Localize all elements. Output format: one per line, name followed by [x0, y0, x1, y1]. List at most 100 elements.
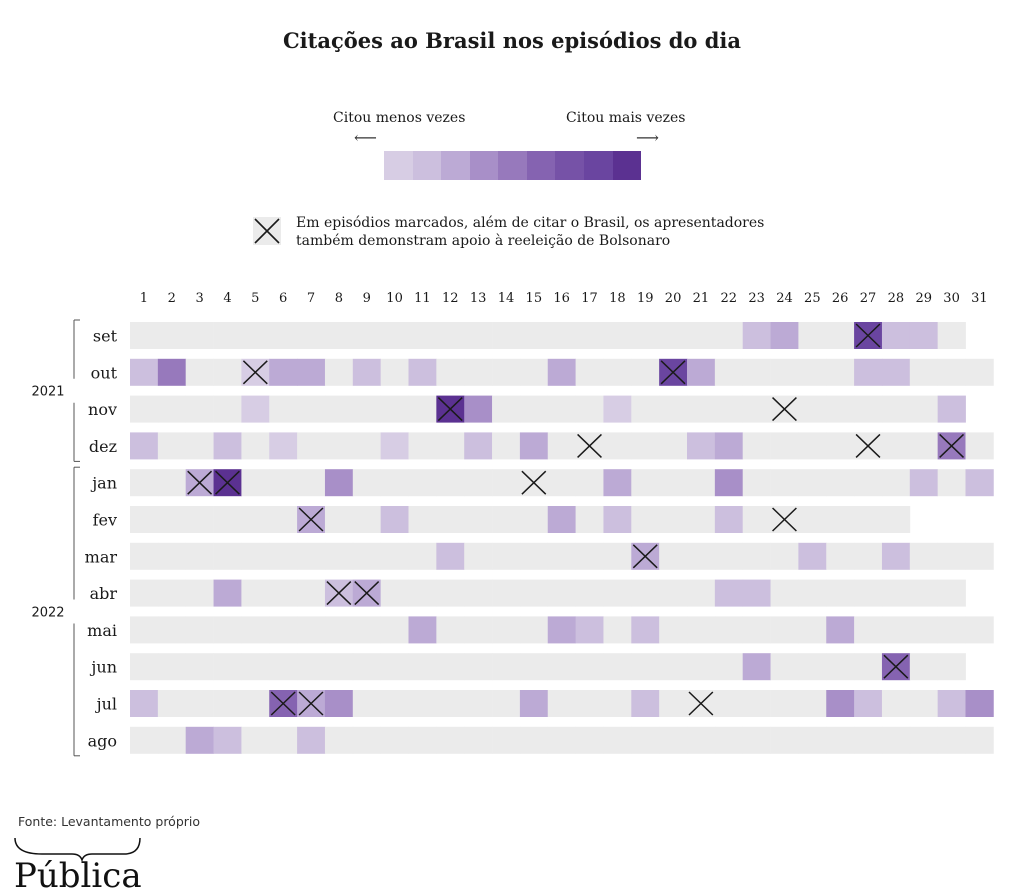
support-marker-icon: [660, 360, 686, 385]
heatmap-cell: [297, 726, 326, 754]
support-marker-icon: [939, 433, 965, 458]
heatmap-cell: [659, 542, 688, 570]
heatmap-cell: [631, 653, 660, 681]
heatmap-cell: [937, 469, 966, 497]
heatmap-cell: [157, 358, 187, 386]
heatmap-cell: [826, 690, 855, 717]
heatmap-cell: [631, 395, 660, 423]
heatmap-cell: [324, 726, 354, 754]
day-label: 30: [943, 291, 960, 306]
heatmap-cell: [380, 726, 409, 754]
support-marker-icon: [521, 470, 547, 495]
heatmap-cell: [881, 506, 911, 533]
heatmap-cell: [324, 469, 354, 497]
heatmap-cell: [603, 469, 632, 497]
heatmap-cell: [937, 653, 966, 681]
heatmap-cell: [575, 542, 604, 570]
legend-color-scale: [384, 151, 642, 180]
heatmap-cell: [157, 579, 187, 607]
heatmap-cell: [575, 616, 604, 644]
legend-swatch: [583, 151, 613, 180]
heatmap-cell: [519, 506, 549, 533]
heatmap-cell: [714, 579, 744, 607]
heatmap-cell: [937, 542, 966, 570]
heatmap-cell: [269, 358, 298, 386]
heatmap-cell: [519, 322, 549, 349]
heatmap-cell: [380, 322, 409, 349]
day-label: 18: [609, 291, 626, 306]
month-label: jun: [89, 658, 117, 677]
heatmap-cell: [408, 322, 437, 349]
heatmap-cell: [408, 653, 437, 681]
publica-logo: Pública: [14, 856, 142, 896]
heatmap-cell: [380, 506, 409, 533]
marker-note-line2: também demonstram apoio à reeleição de B…: [296, 233, 671, 249]
heatmap-cell: [157, 726, 187, 754]
heatmap-cell: [547, 322, 576, 349]
marker-sample-icon: [253, 217, 281, 245]
heatmap-cell: [881, 395, 911, 423]
source-note: Fonte: Levantamento próprio: [18, 814, 201, 829]
heatmap-cell: [909, 432, 939, 460]
heatmap-cell: [547, 653, 576, 681]
heatmap-cell: [297, 653, 326, 681]
heatmap-cell: [742, 432, 771, 460]
heatmap-cell: [826, 726, 855, 754]
chart-title: Citações ao Brasil nos episódios do dia: [282, 28, 742, 53]
year-label: 2022: [31, 606, 64, 621]
heatmap-cell: [185, 653, 214, 681]
heatmap-cell: [130, 726, 159, 754]
heatmap-cell: [547, 726, 576, 754]
heatmap-cell: [687, 432, 716, 460]
heatmap-cell: [742, 469, 771, 497]
heatmap-cell: [492, 726, 521, 754]
heatmap-cell: [436, 653, 465, 681]
heatmap-cell: [464, 726, 493, 754]
heatmap-cell: [965, 690, 994, 717]
heatmap-cell: [185, 726, 214, 754]
heatmap-cell: [492, 579, 521, 607]
heatmap-cell: [547, 395, 576, 423]
heatmap-cell: [965, 542, 994, 570]
heatmap-cell: [659, 469, 688, 497]
heatmap-cell: [185, 579, 214, 607]
heatmap-cell: [519, 358, 549, 386]
heatmap-cell: [547, 579, 576, 607]
heatmap-cell: [854, 469, 883, 497]
heatmap-cell: [130, 616, 159, 644]
heatmap-cell: [603, 432, 632, 460]
heatmap-cell: [324, 653, 354, 681]
support-marker-icon: [242, 360, 268, 385]
heatmap-cell: [854, 579, 883, 607]
heatmap-cell: [408, 616, 437, 644]
heatmap-cell: [157, 616, 187, 644]
month-label: jan: [90, 474, 117, 493]
heatmap-cell: [659, 653, 688, 681]
heatmap-cell: [937, 395, 966, 423]
heatmap-cell: [324, 322, 354, 349]
day-label: 20: [665, 291, 682, 306]
support-marker-icon: [772, 397, 797, 422]
day-label: 17: [581, 291, 598, 306]
heatmap-cell: [631, 506, 660, 533]
heatmap-cell: [631, 469, 660, 497]
heatmap-cell: [909, 690, 939, 717]
heatmap-cell: [464, 690, 493, 717]
heatmap-cell: [909, 542, 939, 570]
day-label: 29: [915, 291, 932, 306]
heatmap-cell: [297, 395, 326, 423]
marker-note: Em episódios marcados, além de citar o B…: [296, 214, 816, 250]
heatmap-cell: [575, 579, 604, 607]
heatmap-cell: [408, 690, 437, 717]
heatmap-cell: [575, 395, 604, 423]
heatmap-cell: [798, 616, 827, 644]
heatmap-cell: [185, 395, 214, 423]
heatmap-cell: [213, 726, 242, 754]
heatmap-cell: [241, 432, 270, 460]
month-label: jul: [95, 695, 117, 714]
day-label: 22: [721, 291, 738, 306]
heatmap-cell: [269, 579, 298, 607]
heatmap-cell: [492, 506, 521, 533]
heatmap-cell: [798, 653, 827, 681]
heatmap-cell: [213, 395, 242, 423]
